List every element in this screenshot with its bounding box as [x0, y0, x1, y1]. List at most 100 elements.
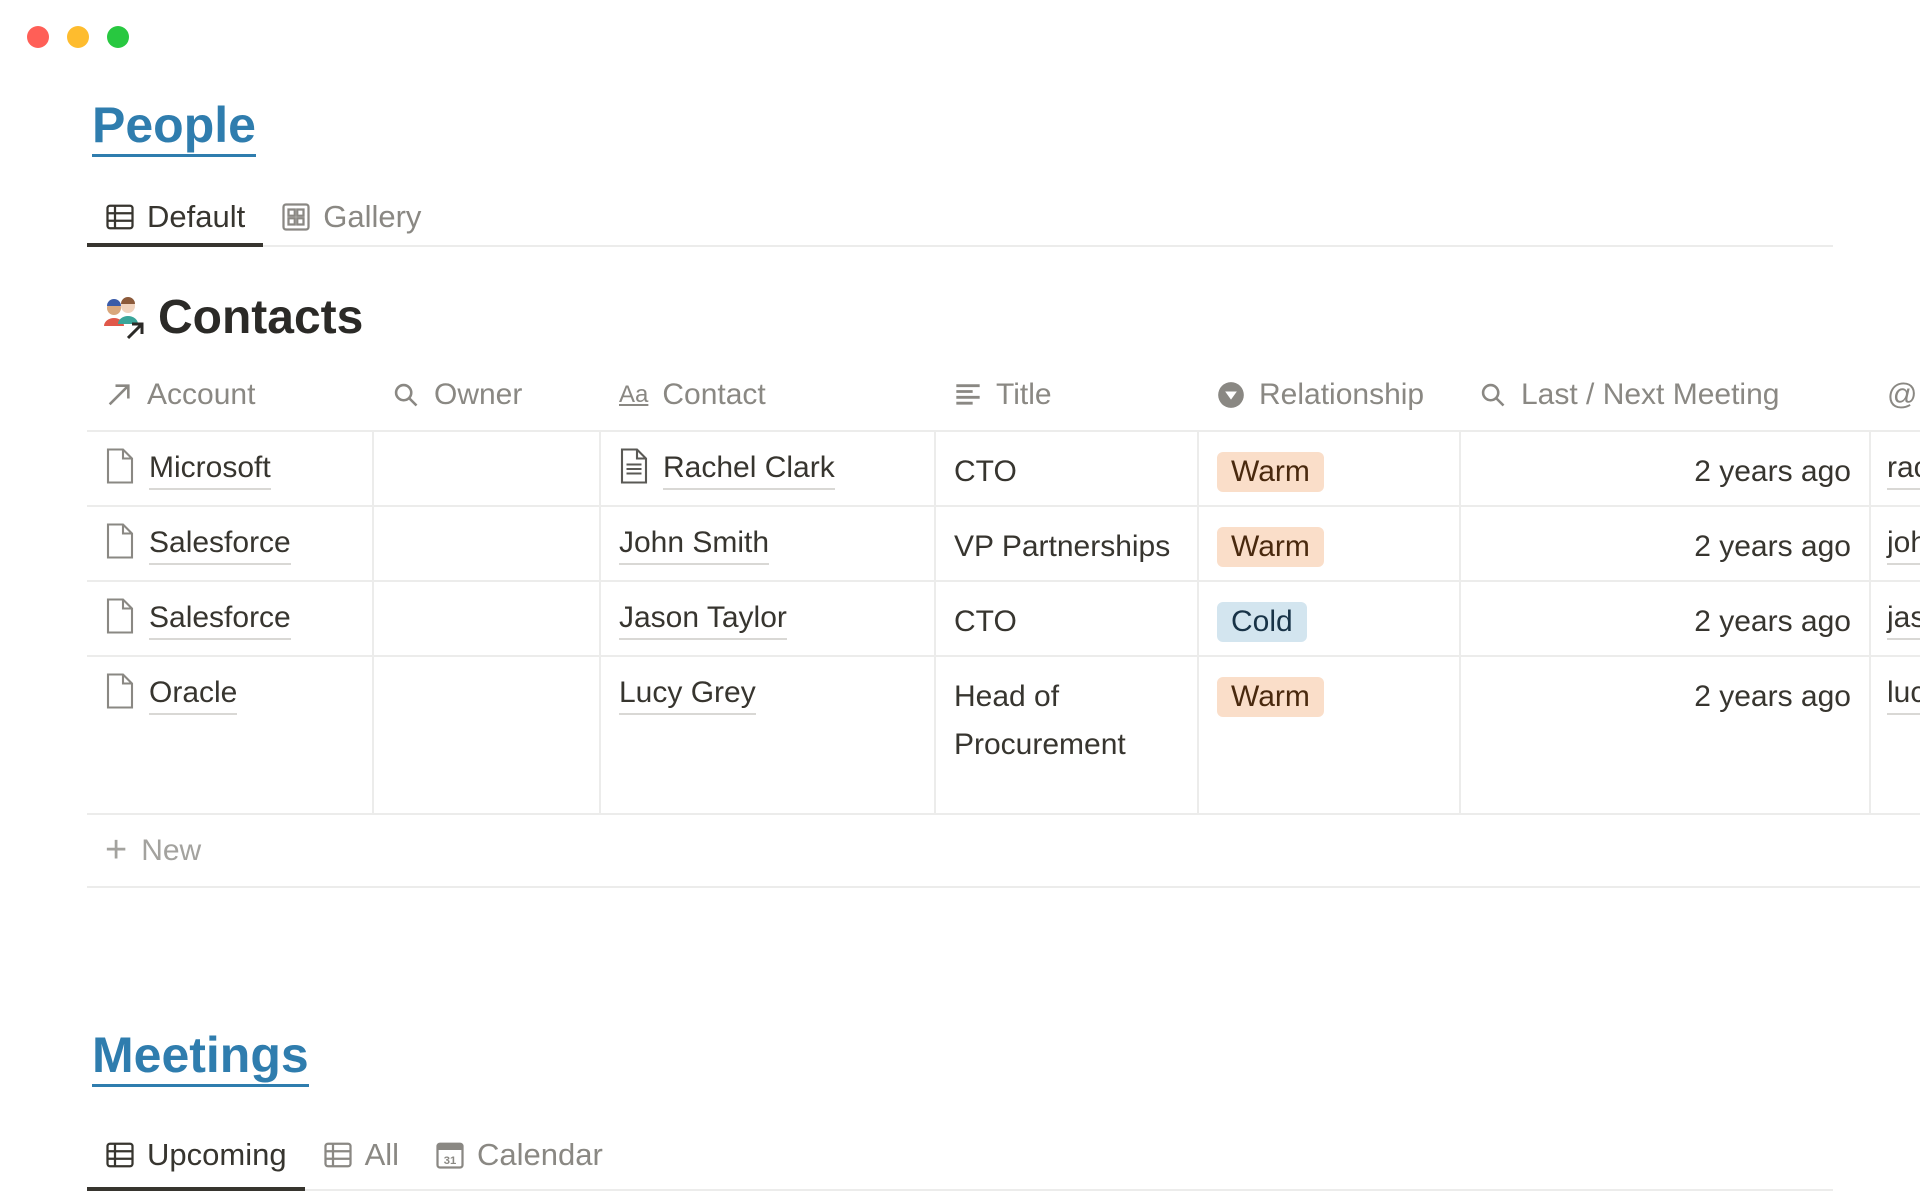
- relation-arrow-icon: [108, 384, 130, 406]
- database-title[interactable]: Contacts: [100, 290, 363, 345]
- table-row: Microsoft Rachel Clark CTO Warm 2 years ago r…: [87, 432, 1920, 507]
- tab-all[interactable]: All: [305, 1121, 417, 1189]
- relationship-tag: Warm: [1217, 452, 1324, 492]
- column-header-contact[interactable]: Aa Contact: [601, 360, 936, 430]
- tab-label: Default: [147, 199, 246, 234]
- column-header-owner[interactable]: Owner: [374, 360, 601, 430]
- tab-label: Gallery: [323, 199, 422, 234]
- cell-owner[interactable]: [374, 432, 601, 505]
- column-header-account[interactable]: Account: [87, 360, 374, 430]
- people-view-tabs: Default Gallery: [87, 189, 1833, 247]
- new-row-button[interactable]: + New: [87, 815, 1920, 888]
- table-icon: [106, 204, 134, 230]
- page-icon: [106, 598, 134, 634]
- cell-meeting[interactable]: 2 years ago: [1461, 657, 1871, 813]
- calendar-icon: 31: [436, 1142, 464, 1169]
- account-link[interactable]: Microsoft: [149, 448, 271, 490]
- cell-email[interactable]: joh: [1871, 507, 1920, 580]
- column-header-email[interactable]: @: [1871, 360, 1920, 430]
- contact-link[interactable]: Lucy Grey: [619, 673, 756, 715]
- cell-email[interactable]: rac: [1871, 432, 1920, 505]
- cell-relationship[interactable]: Cold: [1199, 582, 1461, 655]
- cell-contact[interactable]: Jason Taylor: [601, 582, 936, 655]
- title-value: VP Partnerships: [954, 530, 1171, 563]
- text-aa-icon: Aa: [619, 381, 649, 408]
- column-label: Relationship: [1259, 378, 1425, 411]
- cell-email[interactable]: luc: [1871, 657, 1920, 813]
- tab-default[interactable]: Default: [87, 189, 264, 247]
- cell-owner[interactable]: [374, 657, 601, 813]
- column-header-relationship[interactable]: Relationship: [1199, 360, 1461, 430]
- new-label: New: [141, 833, 202, 867]
- at-icon: @: [1887, 378, 1918, 411]
- page-icon: [106, 673, 134, 709]
- cell-meeting[interactable]: 2 years ago: [1461, 507, 1871, 580]
- tab-upcoming[interactable]: Upcoming: [87, 1121, 305, 1191]
- tab-calendar[interactable]: 31 Calendar: [417, 1121, 621, 1189]
- column-header-last-next-meeting[interactable]: Last / Next Meeting: [1461, 360, 1871, 430]
- relationship-tag: Warm: [1217, 527, 1324, 567]
- column-label: Contact: [662, 378, 766, 411]
- meeting-value: 2 years ago: [1694, 530, 1851, 563]
- meeting-value: 2 years ago: [1694, 605, 1851, 638]
- minimize-window-button[interactable]: [67, 26, 89, 48]
- email-value[interactable]: jas: [1887, 598, 1920, 640]
- cell-contact[interactable]: Lucy Grey: [601, 657, 936, 813]
- tab-label: All: [364, 1137, 400, 1172]
- cell-contact[interactable]: John Smith: [601, 507, 936, 580]
- column-label: Account: [147, 378, 256, 411]
- contact-link[interactable]: John Smith: [619, 523, 770, 565]
- meetings-heading[interactable]: Meetings: [92, 1026, 309, 1087]
- cell-relationship[interactable]: Warm: [1199, 657, 1461, 813]
- cell-email[interactable]: jas: [1871, 582, 1920, 655]
- cell-title[interactable]: CTO: [936, 432, 1199, 505]
- column-label: Title: [996, 378, 1052, 411]
- email-value[interactable]: luc: [1887, 673, 1920, 715]
- people-heading[interactable]: People: [92, 96, 256, 157]
- document-icon: [620, 448, 648, 484]
- select-icon: [1218, 382, 1244, 408]
- account-link[interactable]: Salesforce: [149, 523, 291, 565]
- meetings-view-tabs: Upcoming All 31 Calendar: [87, 1121, 1833, 1191]
- cell-account[interactable]: Salesforce: [87, 582, 374, 655]
- contact-link[interactable]: Jason Taylor: [619, 598, 787, 640]
- cell-title[interactable]: Head of Procurement: [936, 657, 1199, 813]
- meeting-value: 2 years ago: [1694, 455, 1851, 488]
- column-header-title[interactable]: Title: [936, 360, 1199, 430]
- cell-relationship[interactable]: Warm: [1199, 507, 1461, 580]
- table-icon: [323, 1142, 352, 1168]
- email-value[interactable]: rac: [1887, 448, 1920, 490]
- relationship-tag: Warm: [1217, 677, 1324, 717]
- title-value: CTO: [954, 455, 1017, 488]
- tab-gallery[interactable]: Gallery: [263, 189, 439, 245]
- title-value: Head of Procurement: [954, 680, 1126, 761]
- cell-meeting[interactable]: 2 years ago: [1461, 432, 1871, 505]
- contact-link[interactable]: Rachel Clark: [663, 448, 835, 490]
- title-value: CTO: [954, 605, 1017, 638]
- cell-owner[interactable]: [374, 582, 601, 655]
- account-link[interactable]: Oracle: [149, 673, 238, 715]
- tab-label: Upcoming: [147, 1137, 287, 1172]
- page-icon: [106, 448, 134, 484]
- tab-label: Calendar: [477, 1137, 603, 1172]
- close-window-button[interactable]: [27, 26, 49, 48]
- table-row: Salesforce John Smith VP Partnerships Warm 2…: [87, 507, 1920, 582]
- contacts-table: Account Owner Aa Contact Title Relations…: [87, 360, 1920, 888]
- cell-relationship[interactable]: Warm: [1199, 432, 1461, 505]
- cell-title[interactable]: VP Partnerships: [936, 507, 1199, 580]
- cell-contact[interactable]: Rachel Clark: [601, 432, 936, 505]
- cell-account[interactable]: Oracle: [87, 657, 374, 813]
- cell-meeting[interactable]: 2 years ago: [1461, 582, 1871, 655]
- cell-account[interactable]: Microsoft: [87, 432, 374, 505]
- svg-text:31: 31: [444, 1155, 457, 1167]
- email-value[interactable]: joh: [1887, 523, 1920, 565]
- cell-owner[interactable]: [374, 507, 601, 580]
- plus-icon: +: [105, 829, 128, 871]
- search-icon: [1481, 383, 1505, 407]
- cell-account[interactable]: Salesforce: [87, 507, 374, 580]
- page-icon: [106, 523, 134, 559]
- people-arrow-icon: [104, 296, 144, 339]
- maximize-window-button[interactable]: [107, 26, 129, 48]
- account-link[interactable]: Salesforce: [149, 598, 291, 640]
- cell-title[interactable]: CTO: [936, 582, 1199, 655]
